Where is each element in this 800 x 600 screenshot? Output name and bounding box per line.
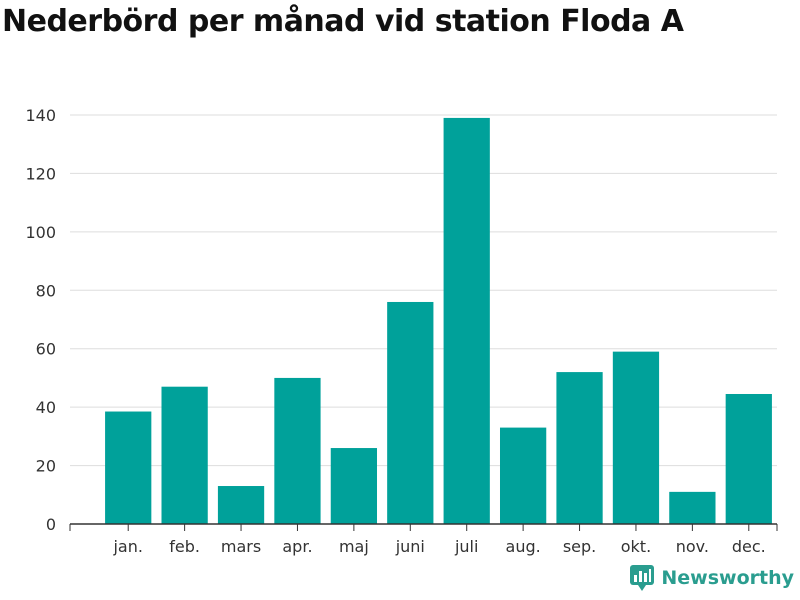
x-tick-label: sep. [563, 537, 596, 556]
x-tick-label: jan. [112, 537, 142, 556]
brand-name: Newsworthy [661, 567, 794, 589]
bar-10 [669, 491, 716, 524]
bar-2 [217, 486, 265, 524]
bar-9 [612, 351, 660, 524]
bar-0 [105, 411, 152, 524]
x-tick-label: apr. [282, 537, 312, 556]
bar-5 [387, 301, 434, 524]
y-tick-label: 100 [25, 223, 56, 242]
x-axis-ticks: jan. feb. mars apr. maj juni juli aug. sep. okt. n… [69, 524, 778, 556]
x-tick-label: mars [221, 537, 261, 556]
bar-8 [556, 372, 603, 524]
x-tick-label: nov. [676, 537, 709, 556]
x-tick-label: juni [395, 537, 425, 556]
y-tick-label: 60 [36, 340, 56, 359]
bar-6 [443, 117, 490, 525]
x-tick-label: aug. [506, 537, 541, 556]
y-axis-ticks: 0 20 40 60 80 100 120 140 [25, 106, 56, 534]
chart-title: Nederbörd per månad vid station Floda A [2, 4, 684, 39]
newsworthy-brand: Newsworthy [629, 564, 794, 592]
x-tick-label: juli [454, 537, 478, 556]
y-tick-label: 20 [36, 457, 56, 476]
newsworthy-logo-icon [630, 565, 655, 591]
x-tick-label: dec. [732, 537, 766, 556]
bar-4 [330, 448, 378, 524]
y-tick-label: 140 [25, 106, 56, 125]
y-tick-label: 80 [36, 281, 56, 300]
bars [105, 117, 772, 525]
bar-1 [161, 386, 208, 524]
y-tick-label: 0 [46, 515, 56, 534]
bar-11 [725, 393, 772, 524]
y-tick-label: 40 [36, 398, 56, 417]
bar-7 [499, 427, 547, 524]
x-tick-label: maj [339, 537, 369, 556]
x-tick-label: okt. [621, 537, 651, 556]
y-tick-label: 120 [25, 164, 56, 183]
x-tick-label: feb. [169, 537, 200, 556]
bar-3 [274, 377, 321, 524]
